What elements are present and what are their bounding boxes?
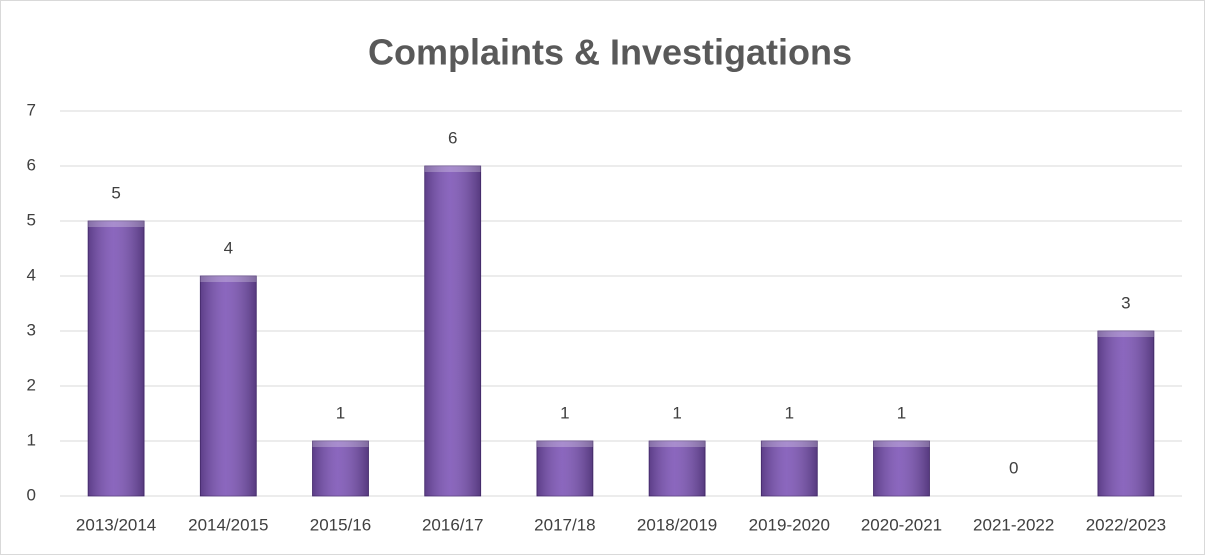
bar-cap xyxy=(1097,331,1154,337)
bar-cap xyxy=(873,441,930,447)
x-tick-label: 2016/17 xyxy=(422,515,483,534)
data-label: 1 xyxy=(560,403,569,422)
x-tick-label: 2019-2020 xyxy=(749,515,830,534)
bar xyxy=(424,165,482,497)
y-tick-label: 0 xyxy=(27,485,36,504)
y-tick-label: 7 xyxy=(27,100,36,119)
data-label: 3 xyxy=(1121,293,1130,312)
y-tick-label: 5 xyxy=(27,210,36,229)
x-tick-label: 2015/16 xyxy=(310,515,371,534)
data-label: 6 xyxy=(448,128,457,147)
bar-cap xyxy=(312,441,369,447)
chart-title: Complaints & Investigations xyxy=(368,32,852,73)
bar xyxy=(648,440,706,497)
bar-cap xyxy=(649,441,706,447)
y-tick-label: 1 xyxy=(27,430,36,449)
bar xyxy=(312,440,369,497)
bar xyxy=(1097,330,1155,497)
data-label: 5 xyxy=(111,183,120,202)
x-tick-label: 2018/2019 xyxy=(637,515,717,534)
data-label: 1 xyxy=(336,403,345,422)
y-tick-label: 4 xyxy=(27,265,36,284)
x-tick-label: 2017/18 xyxy=(534,515,595,534)
x-tick-label: 2013/2014 xyxy=(76,515,156,534)
x-tick-label: 2022/2023 xyxy=(1086,515,1166,534)
x-tick-label: 2020-2021 xyxy=(861,515,942,534)
bar xyxy=(199,275,257,497)
bar xyxy=(536,440,594,497)
x-tick-label: 2014/2015 xyxy=(188,515,268,534)
bar-cap xyxy=(424,166,481,172)
bar xyxy=(87,220,145,497)
y-tick-label: 3 xyxy=(27,320,36,339)
bar xyxy=(873,440,930,497)
data-label: 1 xyxy=(672,403,681,422)
bar-cap xyxy=(761,441,818,447)
data-label: 4 xyxy=(224,238,233,257)
data-label: 0 xyxy=(1009,458,1018,477)
x-tick-label: 2021-2022 xyxy=(973,515,1054,534)
bar-cap xyxy=(200,276,257,282)
data-label: 1 xyxy=(785,403,794,422)
data-label: 1 xyxy=(897,403,906,422)
y-tick-label: 2 xyxy=(27,375,36,394)
bar xyxy=(760,440,818,497)
bar-cap xyxy=(88,221,145,227)
bar-cap xyxy=(536,441,593,447)
y-tick-label: 6 xyxy=(27,155,36,174)
